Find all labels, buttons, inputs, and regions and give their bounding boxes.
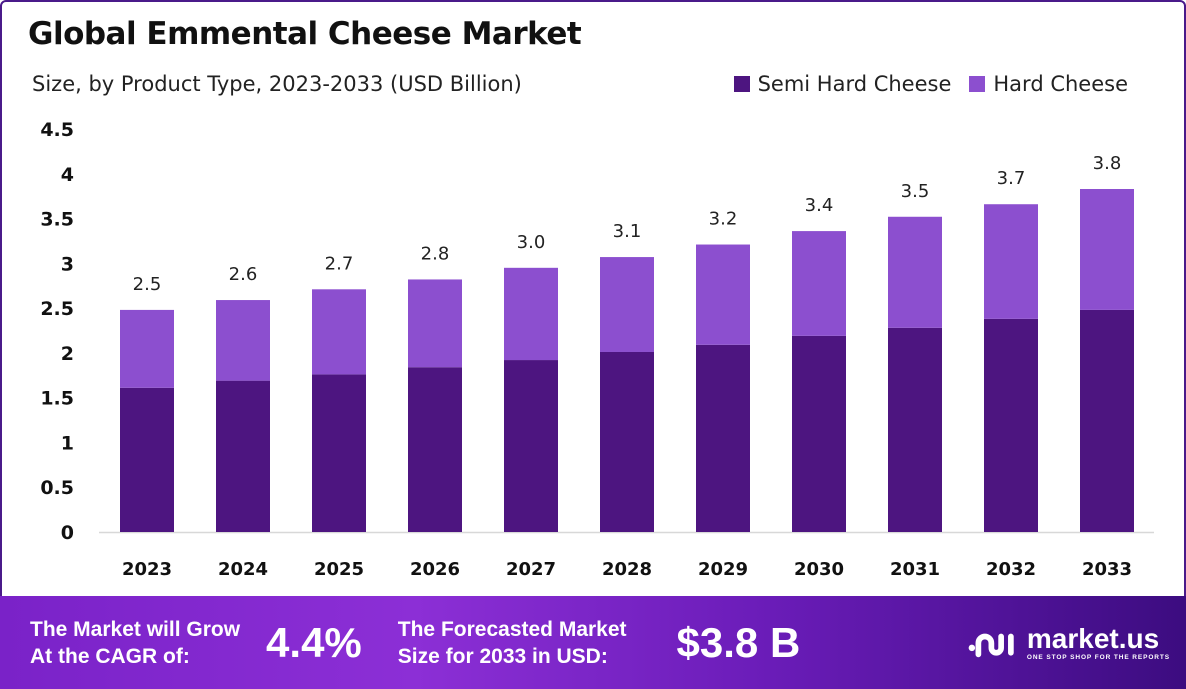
forecast-label-line2: Size for 2033 in USD: bbox=[397, 644, 608, 668]
x-tick-label: 2023 bbox=[122, 559, 172, 580]
bar-hard-2025 bbox=[312, 289, 366, 375]
logo-name: market.us bbox=[1026, 623, 1160, 654]
chart-subtitle: Size, by Product Type, 2023-2033 (USD Bi… bbox=[32, 72, 522, 96]
bar-semi-hard-2032 bbox=[984, 318, 1038, 532]
y-tick-label: 0.5 bbox=[40, 477, 74, 499]
logo-mark-icon bbox=[968, 633, 1014, 657]
y-tick-label: 3 bbox=[61, 253, 74, 275]
bar-semi-hard-2028 bbox=[600, 351, 654, 532]
legend-label-hard: Hard Cheese bbox=[993, 72, 1128, 96]
cagr-value: 4.4% bbox=[266, 618, 362, 666]
bar-hard-2023 bbox=[120, 309, 174, 388]
cagr-label-line1: The Market will Grow bbox=[30, 617, 241, 641]
bar-semi-hard-2027 bbox=[504, 360, 558, 532]
bar-semi-hard-2029 bbox=[696, 344, 750, 532]
x-tick-label: 2026 bbox=[410, 559, 460, 580]
y-tick-label: 0 bbox=[61, 522, 74, 544]
legend-item-semi-hard: Semi Hard Cheese bbox=[733, 72, 952, 96]
bar-hard-2027 bbox=[504, 267, 558, 361]
x-tick-label: 2029 bbox=[698, 559, 748, 580]
bar-semi-hard-2026 bbox=[408, 367, 462, 532]
market-us-logo: market.us ONE STOP SHOP FOR THE REPORTS bbox=[967, 624, 1170, 661]
bar-chart: 0 0.5 1 1.5 2 2.5 3 3.5 4 4.5 2.5 2023 2.6 2024 2.7 202… bbox=[40, 119, 1154, 580]
x-tick-label: 2024 bbox=[218, 559, 268, 580]
y-tick-label: 4.5 bbox=[40, 119, 74, 141]
y-tick-label: 3.5 bbox=[40, 209, 74, 231]
footer-banner: The Market will Grow At the CAGR of: 4.4… bbox=[0, 596, 1186, 689]
legend: Semi Hard Cheese Hard Cheese bbox=[733, 72, 1128, 96]
bar-semi-hard-2025 bbox=[312, 374, 366, 532]
bar-hard-2033 bbox=[1080, 189, 1134, 310]
x-tick-label: 2030 bbox=[794, 559, 844, 580]
data-label-2030: 3.4 bbox=[805, 195, 834, 216]
legend-swatch-hard bbox=[969, 76, 986, 92]
data-label-2028: 3.1 bbox=[613, 221, 642, 242]
bar-semi-hard-2031 bbox=[888, 327, 942, 532]
data-label-2032: 3.7 bbox=[997, 168, 1026, 189]
bar-semi-hard-2033 bbox=[1080, 309, 1134, 532]
legend-swatch-semi-hard bbox=[733, 76, 750, 92]
x-tick-label: 2033 bbox=[1082, 559, 1132, 580]
x-tick-label: 2025 bbox=[314, 559, 364, 580]
data-label-2033: 3.8 bbox=[1093, 153, 1122, 174]
data-label-2025: 2.7 bbox=[325, 253, 354, 274]
x-tick-label: 2031 bbox=[890, 559, 940, 580]
data-label-2023: 2.5 bbox=[133, 274, 162, 295]
y-tick-label: 2.5 bbox=[40, 298, 74, 320]
forecast-label-line1: The Forecasted Market bbox=[397, 617, 627, 641]
data-label-2029: 3.2 bbox=[709, 209, 738, 230]
legend-label-semi-hard: Semi Hard Cheese bbox=[757, 72, 952, 96]
y-tick-label: 1.5 bbox=[40, 388, 74, 410]
bar-hard-2026 bbox=[408, 279, 462, 368]
bar-hard-2028 bbox=[600, 257, 654, 352]
forecast-label: The Forecasted Market Size for 2033 in U… bbox=[398, 616, 627, 670]
bar-semi-hard-2024 bbox=[216, 380, 270, 532]
bar-semi-hard-2030 bbox=[792, 335, 846, 532]
legend-item-hard: Hard Cheese bbox=[969, 72, 1128, 96]
chart-title: Global Emmental Cheese Market bbox=[28, 16, 582, 52]
cagr-label-line2: At the CAGR of: bbox=[30, 644, 190, 668]
bar-hard-2024 bbox=[216, 300, 270, 381]
data-label-2024: 2.6 bbox=[229, 264, 258, 285]
bar-hard-2029 bbox=[696, 244, 750, 345]
logo-tagline: ONE STOP SHOP FOR THE REPORTS bbox=[1026, 654, 1170, 661]
y-tick-label: 1 bbox=[61, 432, 74, 454]
cagr-label: The Market will Grow At the CAGR of: bbox=[30, 616, 240, 670]
y-tick-label: 2 bbox=[61, 343, 74, 365]
data-label-2027: 3.0 bbox=[517, 232, 546, 253]
x-tick-label: 2027 bbox=[506, 559, 556, 580]
bar-semi-hard-2023 bbox=[120, 387, 174, 532]
y-tick-label: 4 bbox=[61, 164, 74, 186]
bar-hard-2030 bbox=[792, 231, 846, 336]
x-tick-label: 2032 bbox=[986, 559, 1036, 580]
bar-hard-2031 bbox=[888, 216, 942, 328]
data-label-2031: 3.5 bbox=[901, 181, 930, 202]
x-tick-label: 2028 bbox=[602, 559, 652, 580]
data-label-2026: 2.8 bbox=[421, 243, 450, 264]
bar-hard-2032 bbox=[984, 204, 1038, 319]
forecast-value: $3.8 B bbox=[676, 618, 801, 666]
